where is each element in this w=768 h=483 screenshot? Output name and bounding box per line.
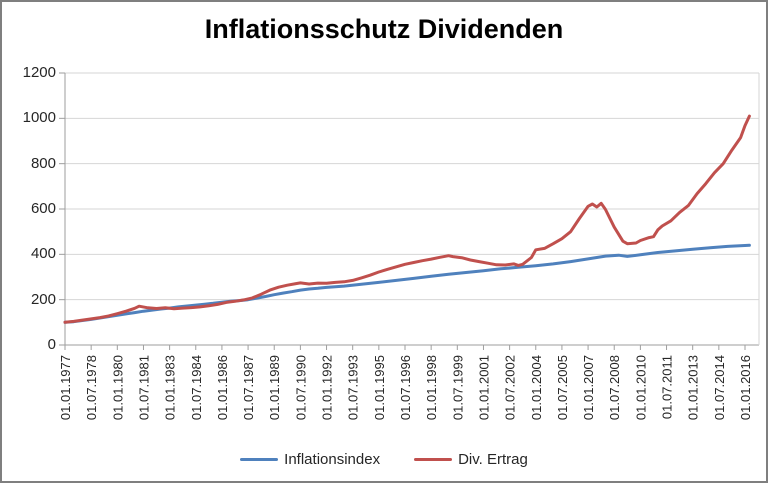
x-tick-label: 01.01.2001 — [476, 355, 491, 420]
x-tick-label: 01.01.1980 — [110, 355, 125, 420]
y-tick-label: 200 — [30, 290, 56, 308]
y-tick-label: 800 — [30, 154, 56, 172]
x-tick-label: 01.07.1978 — [84, 355, 99, 420]
y-tick-label: 600 — [30, 200, 56, 217]
legend-item-inflationsindex: Inflationsindex — [240, 451, 380, 468]
y-tick-label: 1200 — [22, 64, 56, 81]
legend: Inflationsindex Div. Ertrag — [2, 448, 766, 470]
x-tick-label: 01.07.1990 — [293, 355, 308, 420]
x-tick-label: 01.01.1998 — [424, 355, 439, 420]
x-tick-label: 01.07.2005 — [555, 355, 570, 420]
x-tick-label: 01.07.1993 — [346, 355, 361, 420]
y-tick-label: 1000 — [22, 109, 56, 127]
x-tick-label: 01.07.2008 — [607, 355, 622, 420]
chart-title: Inflationsschutz Dividenden — [204, 14, 564, 44]
x-tick-label: 01.01.1992 — [320, 355, 335, 420]
x-tick-label: 01.01.2016 — [738, 355, 753, 420]
legend-item-div-ertrag: Div. Ertrag — [414, 451, 528, 468]
x-tick-label: 01.01.2007 — [581, 355, 596, 420]
x-tick-label: 01.01.1989 — [267, 355, 282, 420]
x-tick-label: 01.01.1977 — [58, 355, 73, 420]
y-tick-label: 0 — [47, 336, 56, 353]
legend-label: Div. Ertrag — [458, 450, 528, 468]
legend-line-swatch-red — [414, 457, 453, 461]
x-tick-label: 01.07.2014 — [712, 355, 727, 420]
legend-label: Inflationsindex — [284, 450, 381, 468]
x-tick-label: 01.07.1999 — [450, 355, 465, 420]
series-line-inflationsindex — [63, 243, 751, 324]
legend-line-swatch-blue — [240, 457, 279, 461]
x-tick-label: 01.07.1984 — [189, 355, 204, 420]
x-tick-label: 01.07.1996 — [398, 355, 413, 420]
series-line-div-ertrag — [63, 114, 751, 324]
x-tick-label: 01.01.2010 — [633, 355, 648, 420]
x-tick-label: 01.01.2013 — [686, 355, 701, 420]
y-tick-label: 400 — [30, 245, 56, 263]
x-tick-label: 01.07.1981 — [136, 355, 151, 420]
x-tick-label: 01.01.1983 — [163, 355, 178, 420]
x-tick-label: 01.01.1995 — [372, 355, 387, 420]
x-tick-label: 01.01.1986 — [215, 355, 230, 420]
x-tick-label: 01.07.2002 — [503, 355, 518, 420]
x-tick-label: 01.07.1987 — [241, 355, 256, 420]
x-tick-label: 01.07.2011 — [660, 355, 675, 419]
x-tick-label: 01.01.2004 — [529, 355, 544, 420]
